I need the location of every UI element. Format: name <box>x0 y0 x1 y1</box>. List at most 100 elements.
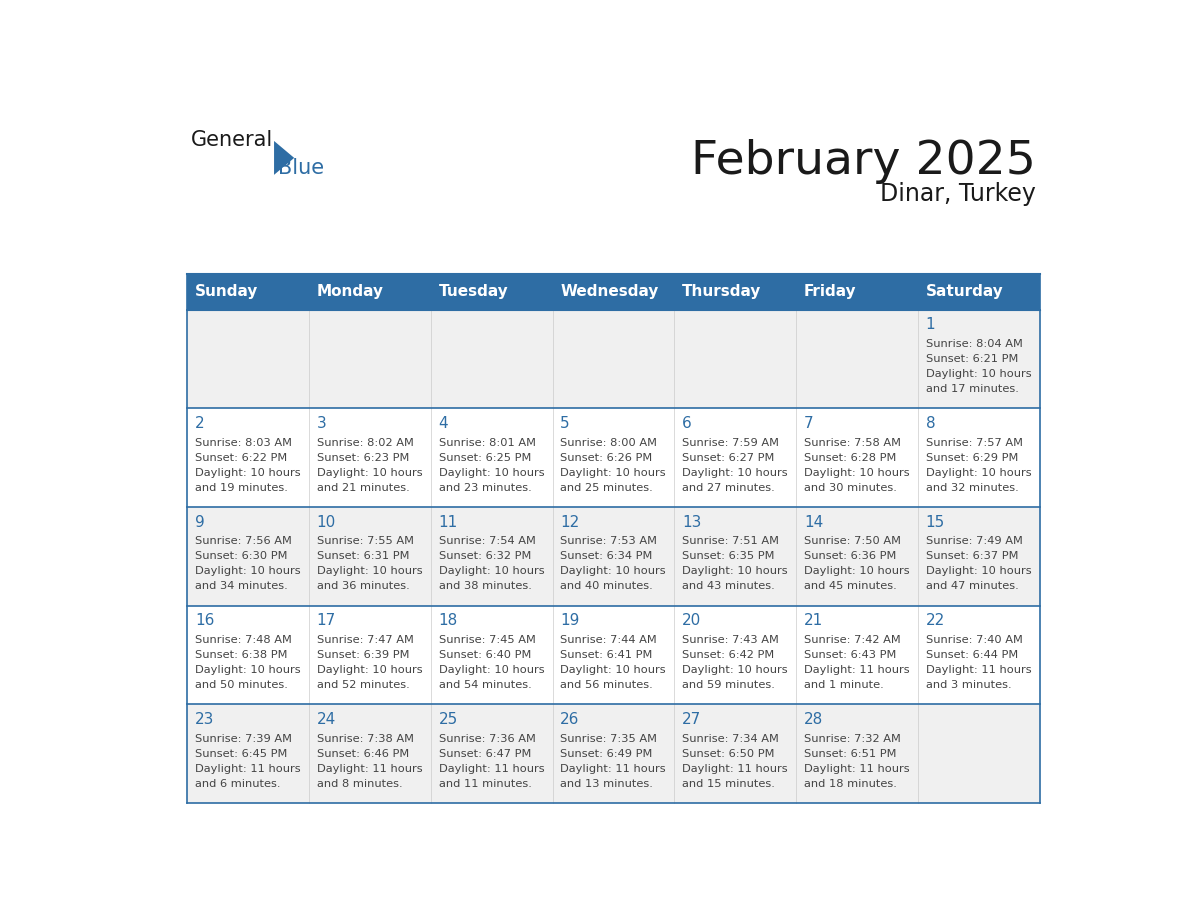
Text: and 30 minutes.: and 30 minutes. <box>804 483 897 493</box>
Text: 10: 10 <box>317 515 336 530</box>
Text: Daylight: 10 hours: Daylight: 10 hours <box>561 467 666 477</box>
Text: Sunrise: 7:54 AM: Sunrise: 7:54 AM <box>438 536 536 546</box>
Text: Daylight: 11 hours: Daylight: 11 hours <box>195 764 301 774</box>
Text: Sunrise: 8:04 AM: Sunrise: 8:04 AM <box>925 339 1023 349</box>
Text: Sunrise: 7:56 AM: Sunrise: 7:56 AM <box>195 536 292 546</box>
Text: 17: 17 <box>317 613 336 629</box>
Text: Daylight: 10 hours: Daylight: 10 hours <box>925 369 1031 379</box>
Text: Sunrise: 7:35 AM: Sunrise: 7:35 AM <box>561 733 657 744</box>
Text: and 17 minutes.: and 17 minutes. <box>925 384 1018 394</box>
Text: and 27 minutes.: and 27 minutes. <box>682 483 775 493</box>
Text: Daylight: 10 hours: Daylight: 10 hours <box>195 566 301 577</box>
Text: Sunrise: 7:45 AM: Sunrise: 7:45 AM <box>438 635 536 645</box>
Text: and 45 minutes.: and 45 minutes. <box>804 581 897 591</box>
Text: and 59 minutes.: and 59 minutes. <box>682 680 775 690</box>
Text: Daylight: 10 hours: Daylight: 10 hours <box>195 665 301 675</box>
Text: Sunset: 6:43 PM: Sunset: 6:43 PM <box>804 650 896 660</box>
Text: Sunrise: 7:42 AM: Sunrise: 7:42 AM <box>804 635 901 645</box>
Text: Daylight: 10 hours: Daylight: 10 hours <box>925 467 1031 477</box>
Text: Sunrise: 7:59 AM: Sunrise: 7:59 AM <box>682 438 779 448</box>
Bar <box>796 274 918 309</box>
Text: Sunrise: 7:32 AM: Sunrise: 7:32 AM <box>804 733 901 744</box>
Text: Daylight: 11 hours: Daylight: 11 hours <box>317 764 423 774</box>
Text: Sunrise: 7:36 AM: Sunrise: 7:36 AM <box>438 733 536 744</box>
Text: Sunrise: 8:02 AM: Sunrise: 8:02 AM <box>317 438 413 448</box>
Text: Sunrise: 7:55 AM: Sunrise: 7:55 AM <box>317 536 413 546</box>
Text: Daylight: 10 hours: Daylight: 10 hours <box>682 566 788 577</box>
Text: and 8 minutes.: and 8 minutes. <box>317 778 403 789</box>
Text: Daylight: 10 hours: Daylight: 10 hours <box>682 665 788 675</box>
Text: Sunrise: 7:34 AM: Sunrise: 7:34 AM <box>682 733 779 744</box>
Bar <box>309 274 431 309</box>
Text: Sunset: 6:51 PM: Sunset: 6:51 PM <box>804 749 897 758</box>
Text: Sunrise: 7:50 AM: Sunrise: 7:50 AM <box>804 536 901 546</box>
Text: and 32 minutes.: and 32 minutes. <box>925 483 1018 493</box>
Text: Saturday: Saturday <box>925 285 1004 299</box>
Text: Sunrise: 7:39 AM: Sunrise: 7:39 AM <box>195 733 292 744</box>
Text: Sunset: 6:39 PM: Sunset: 6:39 PM <box>317 650 410 660</box>
Text: Sunset: 6:42 PM: Sunset: 6:42 PM <box>682 650 775 660</box>
Text: Sunrise: 7:51 AM: Sunrise: 7:51 AM <box>682 536 779 546</box>
Text: and 43 minutes.: and 43 minutes. <box>682 581 775 591</box>
Text: Daylight: 11 hours: Daylight: 11 hours <box>804 665 910 675</box>
Text: Sunset: 6:30 PM: Sunset: 6:30 PM <box>195 552 287 561</box>
Text: 18: 18 <box>438 613 457 629</box>
Text: Daylight: 11 hours: Daylight: 11 hours <box>561 764 666 774</box>
Text: 5: 5 <box>561 416 570 431</box>
Text: Dinar, Turkey: Dinar, Turkey <box>880 182 1036 206</box>
Text: 2: 2 <box>195 416 204 431</box>
Text: Sunrise: 7:58 AM: Sunrise: 7:58 AM <box>804 438 901 448</box>
Polygon shape <box>274 141 295 174</box>
Text: Sunset: 6:50 PM: Sunset: 6:50 PM <box>682 749 775 758</box>
Text: and 40 minutes.: and 40 minutes. <box>561 581 653 591</box>
Text: Daylight: 10 hours: Daylight: 10 hours <box>317 566 423 577</box>
Text: Sunrise: 7:57 AM: Sunrise: 7:57 AM <box>925 438 1023 448</box>
Text: 14: 14 <box>804 515 823 530</box>
Text: Sunset: 6:34 PM: Sunset: 6:34 PM <box>561 552 652 561</box>
Text: Sunrise: 7:47 AM: Sunrise: 7:47 AM <box>317 635 413 645</box>
Text: and 54 minutes.: and 54 minutes. <box>438 680 531 690</box>
Text: Daylight: 10 hours: Daylight: 10 hours <box>804 467 910 477</box>
Text: and 23 minutes.: and 23 minutes. <box>438 483 531 493</box>
Text: Sunset: 6:21 PM: Sunset: 6:21 PM <box>925 353 1018 364</box>
Text: Wednesday: Wednesday <box>561 285 658 299</box>
Text: 9: 9 <box>195 515 204 530</box>
Bar <box>675 274 796 309</box>
Text: 7: 7 <box>804 416 814 431</box>
Text: Sunset: 6:29 PM: Sunset: 6:29 PM <box>925 453 1018 463</box>
Text: and 13 minutes.: and 13 minutes. <box>561 778 653 789</box>
Text: 1: 1 <box>925 318 935 332</box>
Text: Daylight: 11 hours: Daylight: 11 hours <box>925 665 1031 675</box>
Text: 11: 11 <box>438 515 457 530</box>
Text: Sunrise: 7:43 AM: Sunrise: 7:43 AM <box>682 635 779 645</box>
Text: Daylight: 11 hours: Daylight: 11 hours <box>804 764 910 774</box>
Text: Daylight: 10 hours: Daylight: 10 hours <box>561 665 666 675</box>
Text: Sunrise: 7:53 AM: Sunrise: 7:53 AM <box>561 536 657 546</box>
Text: 12: 12 <box>561 515 580 530</box>
Bar <box>431 274 552 309</box>
Text: and 47 minutes.: and 47 minutes. <box>925 581 1018 591</box>
Text: Sunset: 6:49 PM: Sunset: 6:49 PM <box>561 749 652 758</box>
Text: Sunset: 6:41 PM: Sunset: 6:41 PM <box>561 650 652 660</box>
Text: Daylight: 10 hours: Daylight: 10 hours <box>925 566 1031 577</box>
Text: Sunrise: 7:40 AM: Sunrise: 7:40 AM <box>925 635 1023 645</box>
Text: Thursday: Thursday <box>682 285 762 299</box>
Text: Sunset: 6:46 PM: Sunset: 6:46 PM <box>317 749 409 758</box>
Text: Daylight: 10 hours: Daylight: 10 hours <box>438 467 544 477</box>
Text: and 11 minutes.: and 11 minutes. <box>438 778 531 789</box>
Text: and 21 minutes.: and 21 minutes. <box>317 483 410 493</box>
Text: and 25 minutes.: and 25 minutes. <box>561 483 653 493</box>
Text: Sunset: 6:27 PM: Sunset: 6:27 PM <box>682 453 775 463</box>
Text: February 2025: February 2025 <box>691 140 1036 185</box>
Text: Friday: Friday <box>804 285 857 299</box>
Text: and 38 minutes.: and 38 minutes. <box>438 581 531 591</box>
Text: 6: 6 <box>682 416 691 431</box>
Text: Sunset: 6:25 PM: Sunset: 6:25 PM <box>438 453 531 463</box>
Text: Sunday: Sunday <box>195 285 258 299</box>
Text: Daylight: 11 hours: Daylight: 11 hours <box>682 764 788 774</box>
Text: Sunrise: 7:49 AM: Sunrise: 7:49 AM <box>925 536 1023 546</box>
Text: 3: 3 <box>317 416 327 431</box>
Text: Sunset: 6:36 PM: Sunset: 6:36 PM <box>804 552 896 561</box>
Text: Sunset: 6:31 PM: Sunset: 6:31 PM <box>317 552 410 561</box>
Text: Daylight: 10 hours: Daylight: 10 hours <box>561 566 666 577</box>
